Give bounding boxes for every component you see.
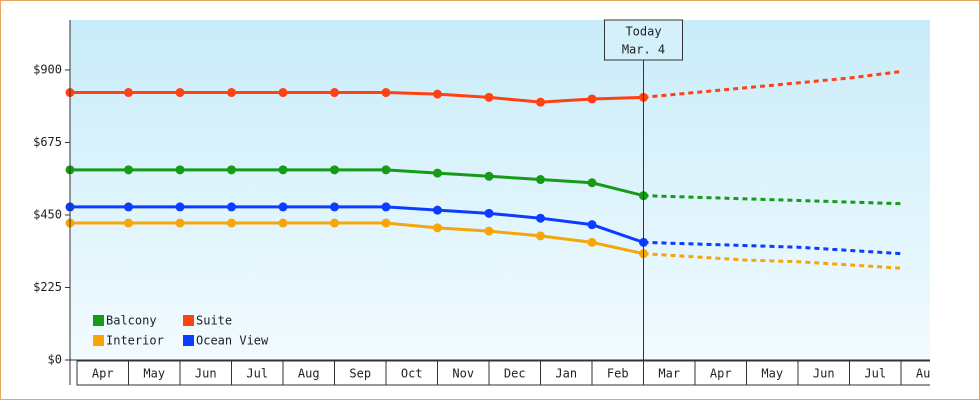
x-category-cell: [437, 360, 490, 386]
point: [536, 175, 545, 185]
x-category-cell: [900, 360, 930, 386]
point: [587, 220, 597, 230]
point: [381, 202, 391, 212]
point: [433, 89, 442, 99]
x-tick-label: May: [143, 367, 165, 381]
y-tick-label: $225: [33, 280, 62, 294]
point: [484, 92, 494, 102]
plot-area: [70, 20, 930, 360]
legend-label: Suite: [196, 314, 232, 328]
point: [381, 218, 391, 228]
point: [278, 218, 288, 228]
point: [175, 165, 185, 175]
point: [175, 202, 185, 212]
today-label: Today: [625, 25, 661, 39]
legend-swatch: [93, 335, 104, 346]
legend-label: Ocean View: [196, 334, 269, 348]
point: [433, 223, 442, 233]
forecast-line: [643, 70, 902, 99]
today-date: Mar. 4: [622, 43, 665, 57]
x-category-cell: [128, 360, 181, 386]
x-category-cell: [76, 360, 129, 386]
series-line: [70, 221, 644, 256]
x-category-cell: [282, 360, 335, 386]
point: [124, 165, 133, 175]
point: [330, 88, 339, 98]
point: [330, 218, 339, 228]
x-tick-label: Jul: [864, 367, 886, 381]
x-tick-label: Dec: [504, 367, 526, 381]
point: [227, 202, 236, 212]
point: [330, 202, 339, 212]
point: [484, 208, 494, 218]
point: [381, 165, 391, 175]
x-tick-label: Apr: [710, 367, 732, 381]
x-category-cell: [849, 360, 902, 386]
x-tick-label: Aug: [916, 367, 938, 381]
x-tick-label: Sep: [349, 367, 371, 381]
x-category-cell: [643, 360, 696, 386]
point: [330, 165, 339, 175]
x-category-cell: [385, 360, 438, 386]
x-tick-label: Oct: [401, 367, 423, 381]
point: [433, 205, 442, 215]
point: [433, 168, 442, 178]
point: [278, 202, 288, 212]
point: [536, 97, 545, 107]
point: [124, 88, 133, 98]
legend-swatch: [93, 315, 104, 326]
legend-label: Interior: [106, 334, 164, 348]
point: [536, 213, 545, 223]
x-tick-label: Mar: [658, 367, 680, 381]
x-category-cell: [334, 360, 387, 386]
y-tick-label: $450: [33, 207, 62, 221]
point: [587, 94, 597, 104]
y-tick-label: $0: [48, 353, 62, 367]
forecast-line: [643, 194, 902, 206]
x-tick-label: Feb: [607, 367, 629, 381]
point: [227, 88, 236, 98]
point: [227, 218, 236, 228]
x-tick-label: Aug: [298, 367, 320, 381]
point: [587, 178, 597, 188]
x-tick-label: Jul: [246, 367, 268, 381]
legend-label: Balcony: [106, 314, 157, 328]
point: [484, 226, 494, 236]
x-category-cell: [231, 360, 284, 386]
point: [175, 88, 185, 98]
y-tick-label: $900: [33, 62, 62, 76]
x-category-cell: [694, 360, 747, 386]
x-category-cell: [591, 360, 644, 386]
point: [124, 218, 133, 228]
x-tick-label: May: [761, 367, 783, 381]
x-category-cell: [488, 360, 541, 386]
series-line: [70, 205, 644, 244]
today-box: [604, 19, 683, 61]
x-tick-label: Jun: [813, 367, 835, 381]
point: [278, 165, 288, 175]
point: [278, 88, 288, 98]
x-tick-label: Jun: [195, 367, 217, 381]
point: [227, 165, 236, 175]
series-line: [70, 168, 644, 198]
point: [381, 88, 391, 98]
series-line: [70, 91, 644, 104]
point: [175, 218, 185, 228]
legend-swatch: [183, 335, 194, 346]
y-tick-label: $675: [33, 135, 62, 149]
x-tick-label: Jan: [555, 367, 577, 381]
point: [587, 237, 597, 247]
point: [484, 171, 494, 181]
x-category-cell: [797, 360, 850, 386]
point: [124, 202, 133, 212]
x-tick-label: Nov: [452, 367, 474, 381]
legend-swatch: [183, 315, 194, 326]
point: [536, 231, 545, 241]
forecast-line: [643, 240, 902, 256]
forecast-line: [643, 252, 902, 270]
x-tick-label: Apr: [92, 367, 114, 381]
